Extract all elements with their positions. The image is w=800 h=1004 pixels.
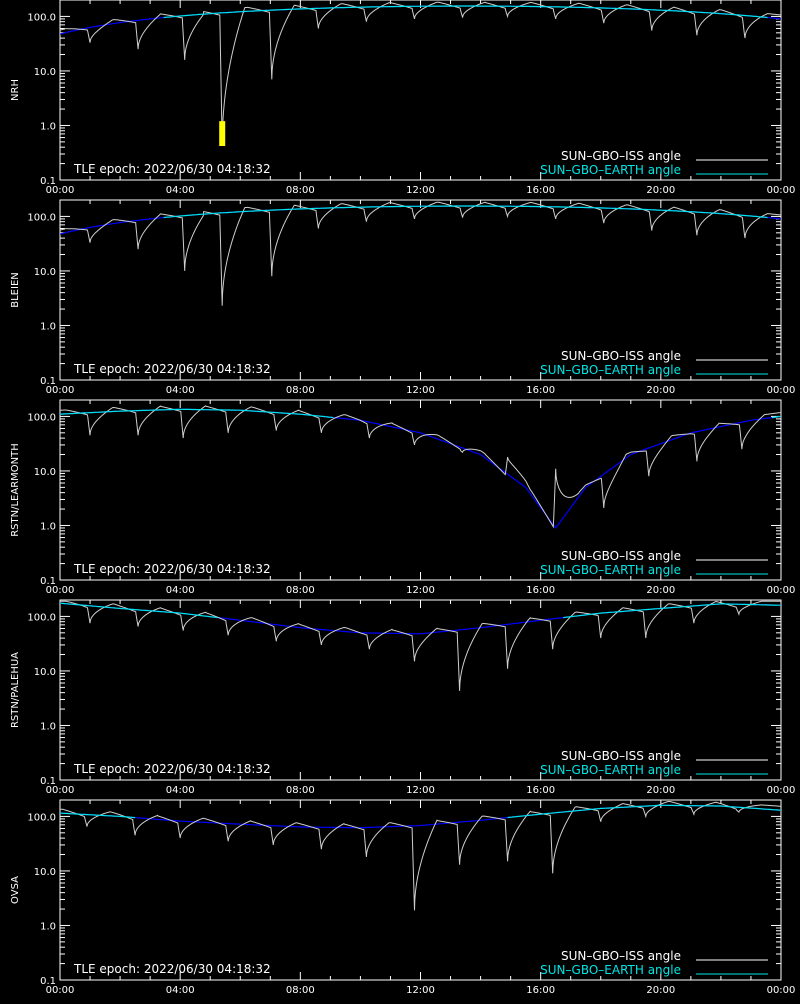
y-tick-label: 1.0 — [40, 321, 56, 332]
panel-rstn-learmonth: 100.010.01.00.100:00 04:00 08:00 12:00 16:00… — [10, 399, 796, 596]
x-tick-label: 20:00 — [646, 385, 675, 396]
x-tick-label: 00:00 — [46, 785, 75, 796]
x-tick-label: 00:00 — [767, 585, 796, 596]
iss-angle-line — [60, 1, 781, 145]
station-label: RSTN/PALEHUA — [10, 652, 21, 728]
station-label: BLEIEN — [10, 272, 21, 308]
y-tick-label: 100.0 — [27, 12, 56, 23]
y-tick-label: 1.0 — [40, 521, 56, 532]
iss-angle-line — [60, 600, 781, 691]
panel-rstn-palehua: 100.010.01.00.100:00 04:00 08:00 12:00 16:00… — [10, 599, 796, 796]
panel-ovsa: 100.010.01.00.100:00 04:00 08:00 12:00 16:00… — [10, 799, 796, 996]
x-tick-label: 00:00 — [46, 185, 75, 196]
y-tick-label: 100.0 — [27, 612, 56, 623]
x-tick-label: 00:00 — [767, 785, 796, 796]
y-tick-label: 0.1 — [40, 176, 56, 187]
y-tick-label: 100.0 — [27, 812, 56, 823]
x-tick-label: 00:00 — [767, 985, 796, 996]
y-tick-label: 10.0 — [34, 867, 56, 878]
x-tick-label: 16:00 — [526, 785, 555, 796]
y-tick-label: 0.1 — [40, 976, 56, 987]
x-tick-label: 08:00 — [286, 385, 315, 396]
earth-angle-line-highlight — [60, 602, 781, 619]
station-label: OVSA — [10, 876, 21, 904]
station-label: RSTN/LEARMONTH — [10, 443, 21, 537]
x-tick-label: 08:00 — [286, 785, 315, 796]
x-tick-label: 12:00 — [406, 785, 435, 796]
x-tick-label: 08:00 — [286, 585, 315, 596]
x-tick-label: 16:00 — [526, 185, 555, 196]
station-label: NRH — [10, 79, 21, 101]
legend-iss-label: SUN–GBO–ISS angle — [561, 949, 681, 963]
x-tick-label: 08:00 — [286, 185, 315, 196]
tle-epoch-label: TLE epoch: 2022/06/30 04:18:32 — [73, 362, 271, 376]
x-tick-label: 20:00 — [646, 585, 675, 596]
panel-bleien: 100.010.01.00.100:00 04:00 08:00 12:00 16:00… — [10, 199, 796, 396]
y-tick-label: 100.0 — [27, 412, 56, 423]
x-tick-label: 04:00 — [166, 585, 195, 596]
earth-angle-line-highlight — [60, 804, 781, 819]
y-tick-label: 10.0 — [34, 667, 56, 678]
x-tick-label: 00:00 — [767, 185, 796, 196]
legend-earth-label: SUN–GBO–EARTH angle — [540, 363, 681, 377]
x-tick-label: 04:00 — [166, 385, 195, 396]
y-tick-label: 100.0 — [27, 212, 56, 223]
y-tick-label: 1.0 — [40, 721, 56, 732]
panel-nrh: 100.010.01.00.100:00 04:00 08:00 12:00 16:00… — [10, 0, 795, 196]
x-tick-label: 00:00 — [46, 985, 75, 996]
iss-angle-line — [60, 201, 781, 306]
legend-earth-label: SUN–GBO–EARTH angle — [540, 963, 681, 977]
earth-angle-line — [60, 804, 781, 829]
x-tick-label: 00:00 — [46, 385, 75, 396]
y-tick-label: 10.0 — [34, 467, 56, 478]
legend-iss-label: SUN–GBO–ISS angle — [561, 549, 681, 563]
x-tick-label: 12:00 — [406, 585, 435, 596]
x-tick-label: 04:00 — [166, 185, 195, 196]
y-tick-label: 1.0 — [40, 121, 56, 132]
x-tick-label: 16:00 — [526, 985, 555, 996]
x-tick-label: 16:00 — [526, 585, 555, 596]
earth-angle-line — [60, 408, 781, 530]
legend-iss-label: SUN–GBO–ISS angle — [561, 749, 681, 763]
x-tick-label: 20:00 — [646, 785, 675, 796]
x-tick-label: 12:00 — [406, 985, 435, 996]
earth-angle-line-highlight — [163, 205, 768, 219]
y-tick-label: 0.1 — [40, 376, 56, 387]
legend-earth-label: SUN–GBO–EARTH angle — [540, 563, 681, 577]
y-tick-label: 0.1 — [40, 576, 56, 587]
x-tick-label: 00:00 — [767, 385, 796, 396]
x-tick-label: 12:00 — [406, 185, 435, 196]
earth-angle-line-highlight — [60, 408, 781, 419]
y-tick-label: 10.0 — [34, 67, 56, 78]
y-tick-label: 1.0 — [40, 921, 56, 932]
x-tick-label: 04:00 — [166, 785, 195, 796]
x-tick-label: 20:00 — [646, 185, 675, 196]
x-tick-label: 08:00 — [286, 985, 315, 996]
legend-iss-label: SUN–GBO–ISS angle — [561, 349, 681, 363]
x-tick-label: 16:00 — [526, 385, 555, 396]
earth-angle-line-highlight — [163, 5, 768, 19]
x-tick-label: 12:00 — [406, 385, 435, 396]
highlight-marker — [219, 121, 226, 147]
tle-epoch-label: TLE epoch: 2022/06/30 04:18:32 — [73, 562, 271, 576]
tle-epoch-label: TLE epoch: 2022/06/30 04:18:32 — [73, 962, 271, 976]
iss-angle-line — [60, 801, 781, 911]
y-tick-label: 10.0 — [34, 267, 56, 278]
legend-earth-label: SUN–GBO–EARTH angle — [540, 763, 681, 777]
x-tick-label: 04:00 — [166, 985, 195, 996]
y-tick-label: 0.1 — [40, 776, 56, 787]
iss-angle-line — [60, 405, 781, 529]
x-tick-label: 00:00 — [46, 585, 75, 596]
tle-epoch-label: TLE epoch: 2022/06/30 04:18:32 — [73, 762, 271, 776]
legend-iss-label: SUN–GBO–ISS angle — [561, 149, 681, 163]
legend-earth-label: SUN–GBO–EARTH angle — [540, 163, 681, 177]
x-tick-label: 20:00 — [646, 985, 675, 996]
tle-epoch-label: TLE epoch: 2022/06/30 04:18:32 — [73, 162, 271, 176]
